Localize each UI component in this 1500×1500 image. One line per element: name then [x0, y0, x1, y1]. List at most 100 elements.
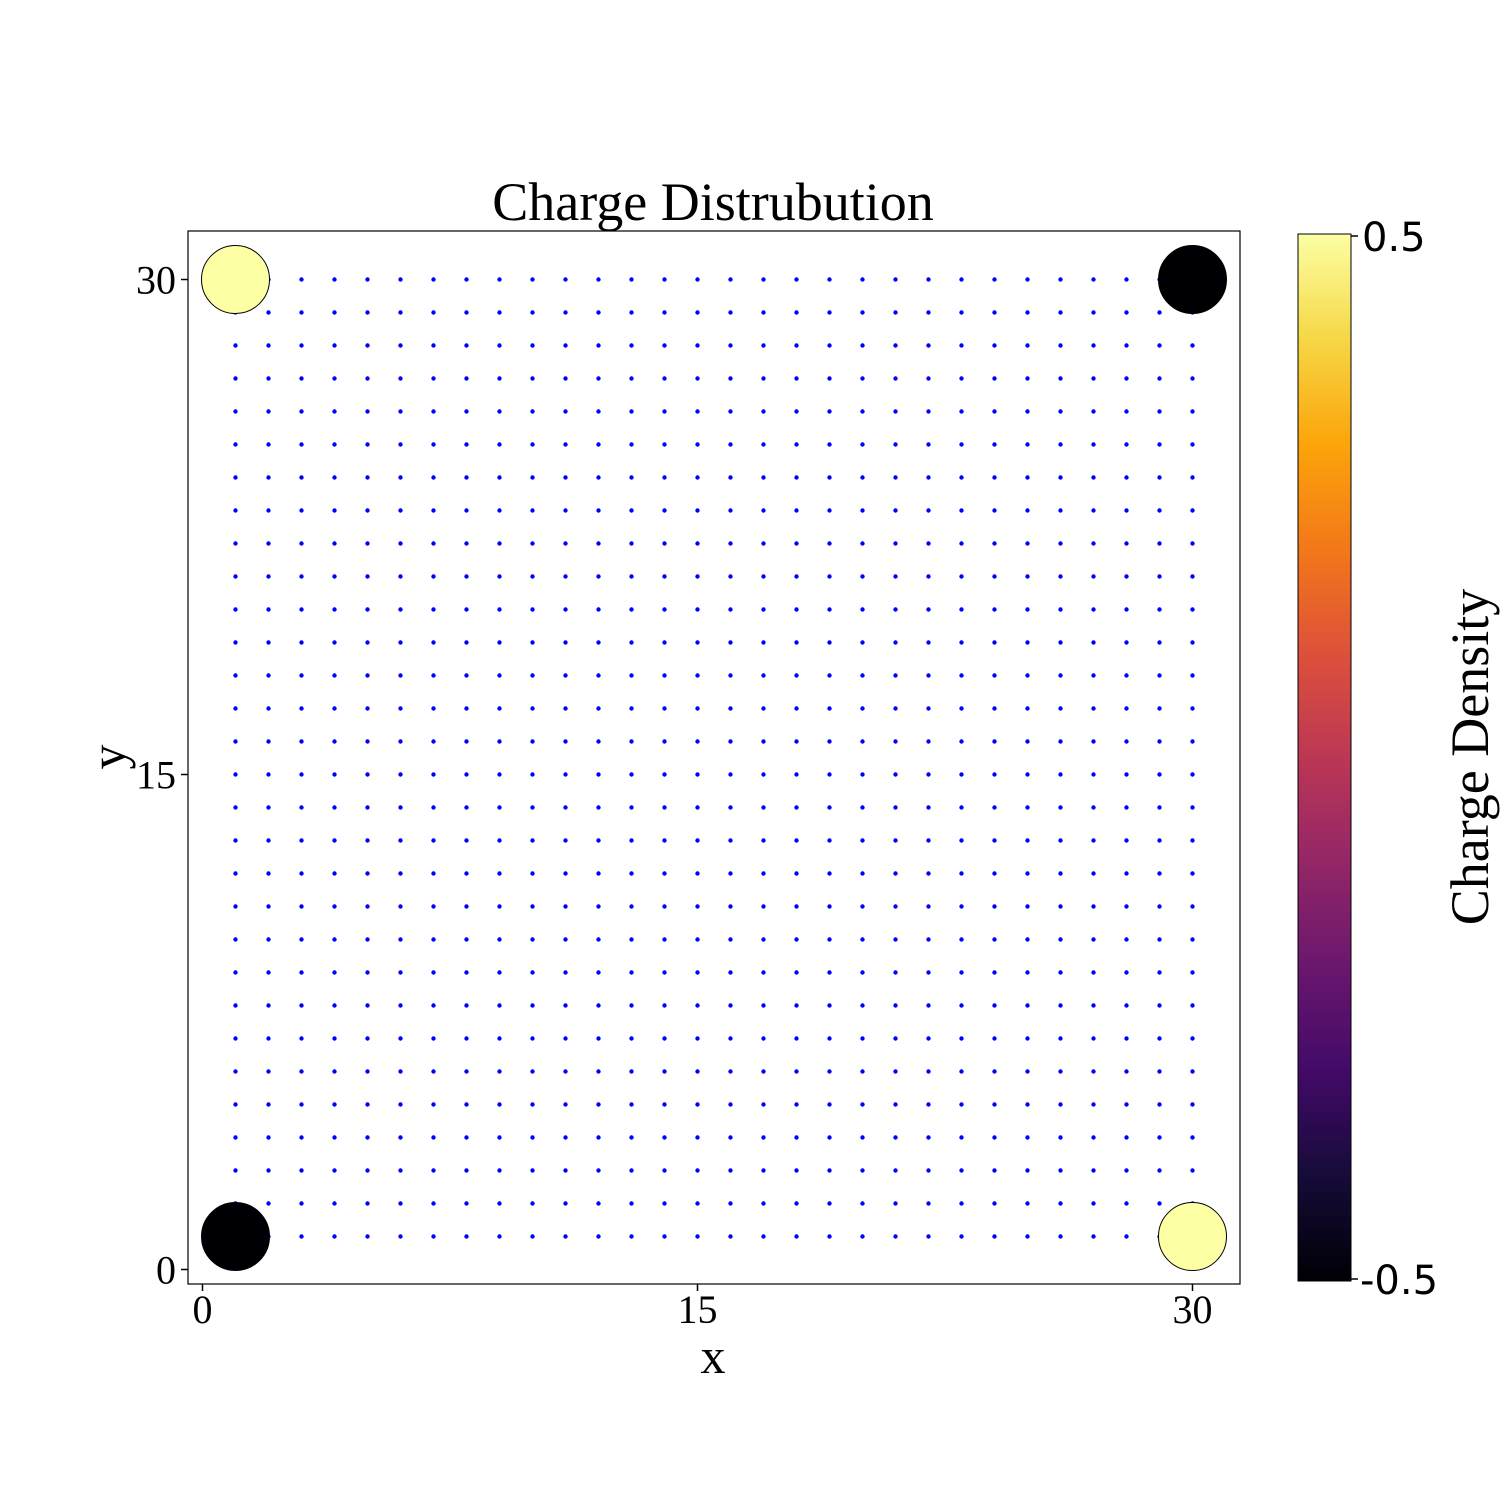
- grid-point: [431, 838, 436, 843]
- grid-point: [332, 937, 337, 942]
- grid-point: [992, 640, 997, 645]
- grid-point: [596, 1168, 601, 1173]
- grid-point: [1091, 442, 1096, 447]
- grid-point: [497, 1168, 502, 1173]
- grid-point: [1058, 1069, 1063, 1074]
- grid-point: [1124, 1036, 1129, 1041]
- grid-point: [893, 1135, 898, 1140]
- grid-point: [365, 277, 370, 282]
- grid-point: [497, 1003, 502, 1008]
- grid-point: [332, 475, 337, 480]
- grid-point: [332, 640, 337, 645]
- grid-point: [1058, 607, 1063, 612]
- grid-point: [299, 1003, 304, 1008]
- grid-point: [827, 442, 832, 447]
- grid-point: [431, 706, 436, 711]
- grid-point: [926, 772, 931, 777]
- grid-point: [728, 673, 733, 678]
- grid-point: [1157, 1036, 1162, 1041]
- grid-point: [1190, 1102, 1195, 1107]
- grid-point: [761, 541, 766, 546]
- grid-point: [299, 442, 304, 447]
- grid-point: [959, 871, 964, 876]
- grid-point: [563, 772, 568, 777]
- grid-point: [893, 1003, 898, 1008]
- grid-point: [563, 343, 568, 348]
- grid-point: [464, 805, 469, 810]
- grid-point: [728, 376, 733, 381]
- grid-point: [827, 508, 832, 513]
- grid-point: [233, 442, 238, 447]
- grid-point: [761, 574, 766, 579]
- grid-point: [1190, 904, 1195, 909]
- grid-point: [332, 310, 337, 315]
- grid-point: [596, 772, 601, 777]
- grid-point: [893, 277, 898, 282]
- grid-point: [1157, 970, 1162, 975]
- grid-point: [431, 1036, 436, 1041]
- grid-point: [1157, 739, 1162, 744]
- grid-point: [728, 475, 733, 480]
- grid-point: [761, 1102, 766, 1107]
- grid-point: [1157, 937, 1162, 942]
- grid-point: [794, 871, 799, 876]
- grid-point: [959, 1003, 964, 1008]
- grid-point: [959, 1135, 964, 1140]
- grid-point: [926, 343, 931, 348]
- grid-point: [860, 475, 865, 480]
- grid-point: [431, 904, 436, 909]
- grid-point: [530, 574, 535, 579]
- grid-point: [926, 1135, 931, 1140]
- grid-point: [332, 607, 337, 612]
- grid-point: [695, 343, 700, 348]
- grid-point: [1157, 541, 1162, 546]
- grid-point: [992, 1102, 997, 1107]
- grid-point: [497, 475, 502, 480]
- grid-point: [530, 1168, 535, 1173]
- grid-point: [860, 1069, 865, 1074]
- grid-point: [1025, 1168, 1030, 1173]
- grid-point: [464, 673, 469, 678]
- grid-point: [860, 409, 865, 414]
- grid-point: [299, 1168, 304, 1173]
- grid-point: [728, 574, 733, 579]
- grid-point: [629, 607, 634, 612]
- grid-point: [365, 640, 370, 645]
- grid-point: [530, 706, 535, 711]
- grid-point: [695, 871, 700, 876]
- grid-point: [893, 970, 898, 975]
- grid-point: [365, 1036, 370, 1041]
- grid-point: [1157, 904, 1162, 909]
- grid-point: [728, 1234, 733, 1239]
- grid-point: [299, 1069, 304, 1074]
- grid-point: [497, 904, 502, 909]
- grid-point: [497, 706, 502, 711]
- x-axis-label: x: [701, 1328, 726, 1384]
- grid-point: [563, 607, 568, 612]
- grid-point: [1124, 1168, 1129, 1173]
- grid-point: [761, 970, 766, 975]
- grid-point: [332, 574, 337, 579]
- grid-point: [398, 607, 403, 612]
- grid-point: [596, 310, 601, 315]
- grid-point: [233, 739, 238, 744]
- grid-point: [563, 937, 568, 942]
- grid-point: [332, 1201, 337, 1206]
- grid-point: [959, 574, 964, 579]
- grid-point: [761, 1069, 766, 1074]
- grid-point: [1091, 1135, 1096, 1140]
- grid-point: [728, 409, 733, 414]
- grid-point: [530, 376, 535, 381]
- grid-point: [1058, 475, 1063, 480]
- grid-point: [695, 1102, 700, 1107]
- grid-point: [662, 838, 667, 843]
- grid-point: [1058, 442, 1063, 447]
- grid-point: [365, 1003, 370, 1008]
- grid-point: [893, 1036, 898, 1041]
- grid-point: [827, 475, 832, 480]
- grid-point: [794, 904, 799, 909]
- grid-point: [398, 970, 403, 975]
- grid-point: [992, 805, 997, 810]
- grid-point: [497, 937, 502, 942]
- grid-point: [299, 343, 304, 348]
